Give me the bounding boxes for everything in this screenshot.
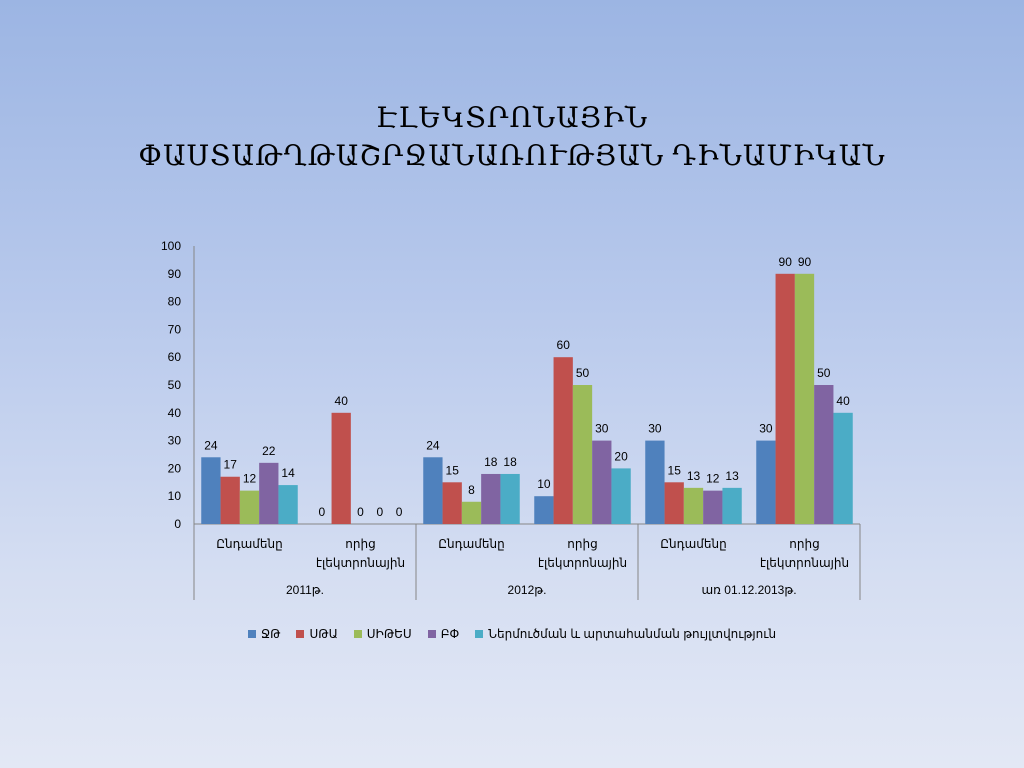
legend-swatch	[247, 630, 256, 638]
data-label: 90	[798, 255, 812, 269]
legend-item: Ներմուծման և արտահանման թույլտվություն	[475, 627, 776, 641]
x-category-label: որից	[789, 537, 819, 551]
legend-label: ԲՓ	[440, 627, 460, 641]
y-tick-label: 10	[168, 489, 182, 503]
bar	[703, 490, 723, 524]
data-label: 30	[759, 422, 773, 436]
y-tick-label: 30	[168, 434, 182, 448]
bar	[645, 440, 665, 524]
data-label: 12	[706, 472, 720, 486]
x-group-label: առ 01.12.2013թ.	[701, 583, 796, 597]
bar	[592, 440, 612, 524]
legend-swatch	[475, 630, 484, 638]
data-label: 0	[396, 505, 403, 519]
legend-item: ՋԹ	[247, 627, 281, 641]
data-label: 60	[557, 338, 571, 352]
bar	[259, 462, 279, 524]
data-label: 90	[779, 255, 793, 269]
x-category-label: էլեկտրոնային	[760, 556, 849, 570]
data-label: 22	[262, 444, 276, 458]
data-label: 17	[224, 458, 238, 472]
legend-item: ՍԻԹԵՍ	[353, 627, 412, 641]
legend-swatch	[353, 630, 362, 638]
bar	[664, 482, 684, 524]
bar	[201, 457, 221, 524]
x-category-label: Ընդամենը	[660, 537, 726, 551]
data-label: 13	[687, 469, 701, 483]
bar	[572, 385, 593, 524]
data-label: 18	[503, 455, 517, 469]
data-label: 13	[725, 469, 739, 483]
y-tick-label: 100	[161, 239, 181, 253]
legend-label: Ներմուծման և արտահանման թույլտվություն	[488, 627, 777, 641]
bar	[423, 457, 443, 524]
bar	[794, 273, 815, 524]
data-label: 30	[648, 422, 662, 436]
y-tick-label: 20	[168, 461, 182, 475]
data-label: 24	[204, 438, 218, 452]
legend-label: ՍԻԹԵՍ	[366, 627, 412, 641]
bar	[814, 385, 834, 524]
legend-swatch	[296, 630, 305, 638]
x-category-label: էլեկտրոնային	[316, 556, 405, 570]
data-label: 30	[595, 422, 609, 436]
bar	[553, 357, 573, 524]
legend-swatch	[427, 630, 436, 638]
legend-item: ԲՓ	[427, 627, 460, 641]
x-group-label: 2012թ.	[508, 583, 547, 597]
data-label: 50	[576, 366, 590, 380]
data-label: 40	[836, 394, 850, 408]
legend-label: ՍԹԱ	[309, 627, 338, 641]
bar	[534, 496, 554, 524]
bar	[278, 485, 298, 524]
data-label: 12	[243, 472, 257, 486]
data-label: 0	[319, 505, 326, 519]
x-group-label: 2011թ.	[286, 583, 324, 597]
bar	[611, 468, 631, 524]
x-category-label: որից	[345, 537, 375, 551]
data-label: 0	[357, 505, 364, 519]
data-label: 10	[537, 477, 551, 491]
chart-legend: ՋԹ ՍԹԱ ՍԻԹԵՍ ԲՓ Ներմուծման և արտահանման թույ…	[0, 627, 1024, 641]
legend-label: ՋԹ	[260, 627, 281, 641]
data-label: 15	[668, 463, 682, 477]
bar	[220, 476, 240, 524]
bar	[833, 412, 853, 524]
y-tick-label: 90	[168, 267, 182, 281]
data-label: 40	[335, 394, 349, 408]
bar	[500, 473, 520, 524]
bar	[481, 473, 501, 524]
x-category-label: Ընդամենը	[438, 537, 504, 551]
data-label: 24	[426, 438, 440, 452]
y-tick-label: 80	[168, 295, 182, 309]
bar	[775, 273, 795, 524]
legend-item: ՍԹԱ	[296, 627, 338, 641]
bar	[722, 487, 742, 524]
slide-title: ԷԼԵԿՏՐՈՆԱՅԻՆ ՓԱՍՏԱԹՂԹԱՇՐՋԱՆԱՌՈՒԹՅԱՆ ԴԻՆԱ…	[0, 100, 1024, 176]
data-label: 50	[817, 366, 831, 380]
x-category-label: որից	[567, 537, 597, 551]
bar	[331, 412, 351, 524]
data-label: 20	[614, 449, 628, 463]
data-label: 15	[446, 463, 460, 477]
data-label: 14	[281, 466, 295, 480]
y-tick-label: 0	[174, 517, 181, 531]
title-line-1: ԷԼԵԿՏՐՈՆԱՅԻՆ	[375, 103, 649, 134]
y-tick-label: 50	[168, 378, 182, 392]
bar	[756, 440, 776, 524]
title-line-2: ՓԱՍՏԱԹՂԹԱՇՐՋԱՆԱՌՈՒԹՅԱՆ ԴԻՆԱՄԻԿԱՆ	[138, 141, 886, 172]
y-tick-label: 60	[168, 350, 182, 364]
x-category-label: էլեկտրոնային	[538, 556, 627, 570]
bar	[442, 482, 462, 524]
y-tick-label: 70	[168, 322, 182, 336]
data-label: 18	[484, 455, 498, 469]
bar	[683, 487, 704, 524]
y-tick-label: 40	[168, 406, 182, 420]
data-label: 0	[376, 505, 383, 519]
bar	[239, 490, 260, 524]
x-category-label: Ընդամենը	[216, 537, 282, 551]
bar	[461, 501, 482, 524]
data-label: 8	[468, 483, 475, 497]
